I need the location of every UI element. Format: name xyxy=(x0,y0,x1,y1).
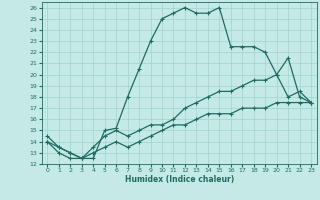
X-axis label: Humidex (Indice chaleur): Humidex (Indice chaleur) xyxy=(124,175,234,184)
